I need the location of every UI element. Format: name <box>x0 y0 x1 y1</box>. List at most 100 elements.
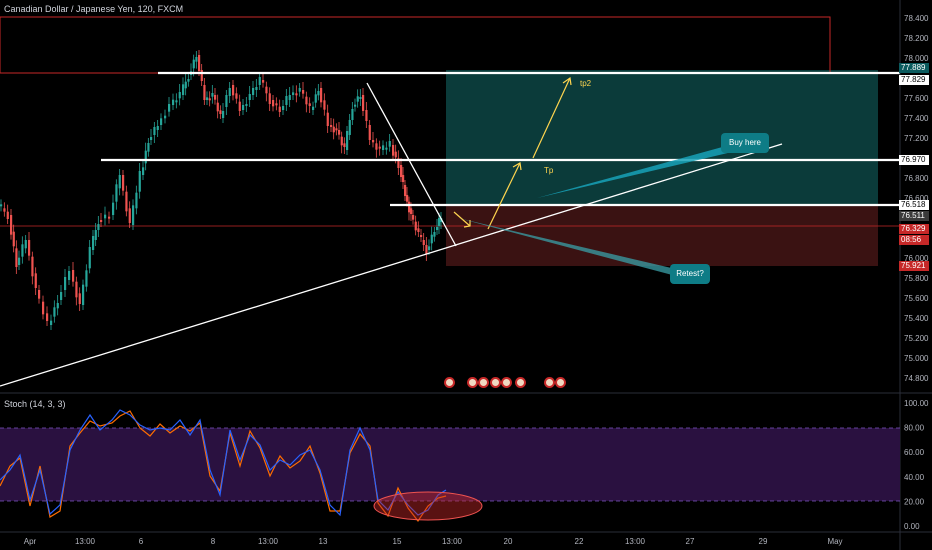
retest-bubble[interactable]: Retest? <box>670 264 710 284</box>
candle-body <box>238 101 241 111</box>
candle-body <box>153 127 156 135</box>
price-chip: 75.921 <box>899 261 929 271</box>
candle-body <box>255 87 258 90</box>
price-tick-label: 75.000 <box>904 354 929 363</box>
candle-body <box>18 257 21 265</box>
time-tick-label: 13:00 <box>258 537 279 546</box>
candle-body <box>128 208 131 223</box>
time-tick-label: 20 <box>504 537 513 546</box>
candle-body <box>31 256 34 277</box>
candle-body <box>211 93 214 97</box>
candle-body <box>305 96 308 105</box>
candle-body <box>219 110 222 114</box>
candle-body <box>175 100 178 103</box>
red-box-outline <box>0 16 831 73</box>
target-zone <box>446 70 878 205</box>
candle-body <box>265 86 268 94</box>
candle-body <box>292 92 295 95</box>
candle-body <box>222 111 225 118</box>
candle-body <box>198 55 201 71</box>
candle-body <box>144 150 147 164</box>
price-tick-label: 77.600 <box>904 94 929 103</box>
event-icon[interactable] <box>478 377 489 388</box>
candle-body <box>410 208 413 214</box>
candle-body <box>46 313 49 321</box>
time-tick-label: 13 <box>319 537 328 546</box>
event-icon[interactable] <box>444 377 455 388</box>
candle-body <box>53 307 56 317</box>
candle-body <box>258 77 261 85</box>
candle-body <box>28 240 31 256</box>
candle-body <box>354 104 357 107</box>
time-tick-label: 6 <box>139 537 144 546</box>
time-tick-label: May <box>827 537 842 546</box>
candle-body <box>314 94 317 103</box>
candle-body <box>288 95 291 100</box>
candle-body <box>428 246 431 250</box>
candle-body <box>112 202 115 215</box>
candles <box>0 50 443 330</box>
event-icon[interactable] <box>544 377 555 388</box>
price-tick-label: 76.800 <box>904 174 929 183</box>
candle-body <box>216 102 219 112</box>
candle-body <box>346 131 349 150</box>
candle-body <box>10 215 13 235</box>
candle-body <box>187 79 190 82</box>
candle-body <box>394 151 397 158</box>
price-tick-label: 78.200 <box>904 34 929 43</box>
candle-body <box>400 165 403 177</box>
price-chip: 77.829 <box>899 75 929 85</box>
candle-body <box>125 191 128 212</box>
downtrend-line[interactable] <box>366 82 457 247</box>
candle-body <box>356 96 359 102</box>
tp-label: Tp <box>544 166 554 175</box>
event-icon[interactable] <box>467 377 478 388</box>
price-tick-label: 75.200 <box>904 334 929 343</box>
candle-body <box>104 214 107 219</box>
candle-body <box>3 208 6 212</box>
candle-body <box>184 81 187 89</box>
candle-body <box>282 106 285 110</box>
candle-body <box>438 218 441 226</box>
time-axis[interactable]: Apr 13:00 6 8 13:00 13 15 13:00 20 22 13:00 27 29 May <box>24 537 843 546</box>
stoch-axis: 100.00 80.00 60.00 40.00 20.00 0.00 <box>904 399 929 531</box>
candle-body <box>50 320 53 325</box>
candle-body <box>78 293 81 304</box>
candle-body <box>150 137 153 140</box>
candle-body <box>56 303 59 309</box>
candle-body <box>42 301 45 315</box>
event-icon[interactable] <box>555 377 566 388</box>
candle-body <box>108 216 111 219</box>
candle-body <box>278 106 281 112</box>
candle-body <box>135 192 138 209</box>
candle-body <box>160 118 163 125</box>
event-icon[interactable] <box>515 377 526 388</box>
price-tick-label: 76.000 <box>904 254 929 263</box>
stop-zone <box>446 205 878 266</box>
candle-body <box>147 143 150 152</box>
candle-body <box>118 175 121 189</box>
candle-body <box>382 145 385 150</box>
candle-body <box>24 240 27 249</box>
candle-body <box>425 245 428 254</box>
uptrend-line[interactable] <box>0 143 783 387</box>
price-tick-label: 78.000 <box>904 54 929 63</box>
time-tick-label: 13:00 <box>75 537 96 546</box>
buy-here-bubble[interactable]: Buy here <box>721 133 769 153</box>
event-icon[interactable] <box>490 377 501 388</box>
candle-body <box>275 103 278 106</box>
price-chip: 76.511 <box>899 211 929 221</box>
candle-body <box>385 147 388 150</box>
candle-body <box>340 136 343 146</box>
candle-body <box>420 235 423 237</box>
candle-body <box>397 158 400 168</box>
price-tick-label: 77.200 <box>904 134 929 143</box>
candle-body <box>248 94 251 100</box>
candle-body <box>12 231 15 247</box>
event-icon[interactable] <box>501 377 512 388</box>
candle-body <box>92 236 95 250</box>
candle-body <box>88 247 91 269</box>
stoch-tick-label: 60.00 <box>904 448 925 457</box>
candle-body <box>182 84 185 95</box>
